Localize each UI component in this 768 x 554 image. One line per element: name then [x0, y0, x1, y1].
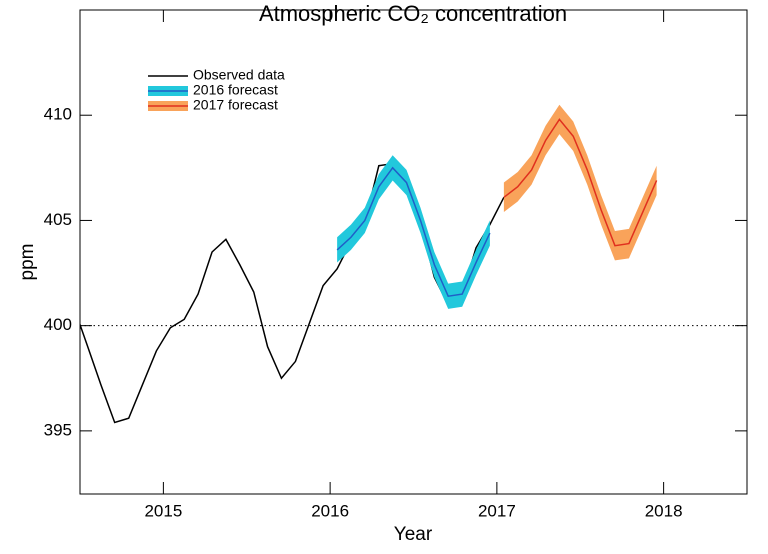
series-line: [80, 162, 505, 424]
x-tick-label: 2017: [478, 501, 516, 520]
y-axis-label: ppm: [17, 244, 38, 281]
plot-area: [80, 104, 658, 424]
series-line: [336, 166, 491, 298]
x-tick-label: 2015: [144, 501, 182, 520]
x-axis-label: Year: [394, 524, 433, 545]
x-tick-label: 2018: [645, 501, 683, 520]
forecast-band: [503, 104, 657, 261]
x-tick-label: 2016: [311, 501, 349, 520]
legend-label: 2017 forecast: [193, 97, 278, 113]
legend-label: Observed data: [193, 67, 285, 83]
y-tick-label: 395: [44, 420, 72, 439]
y-tick-label: 410: [44, 105, 72, 124]
y-tick-label: 400: [44, 315, 72, 334]
chart-title: Atmospheric CO₂ concentration: [259, 1, 567, 26]
y-tick-label: 405: [44, 210, 72, 229]
series-line: [503, 118, 658, 247]
forecast-band: [337, 155, 490, 309]
plot-frame: [79, 9, 748, 495]
legend-label: 2016 forecast: [193, 82, 278, 98]
